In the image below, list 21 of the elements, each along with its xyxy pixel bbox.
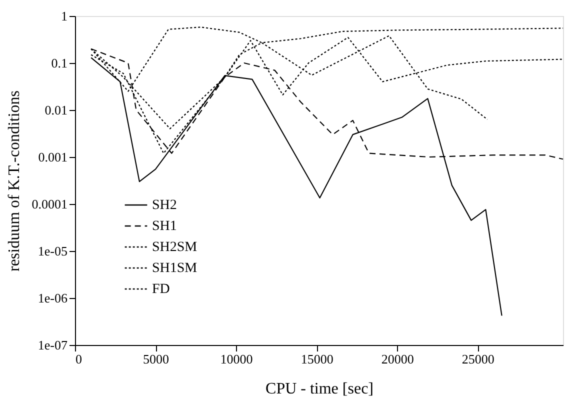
x-tick-label: 15000 — [300, 352, 334, 366]
y-tick-label: 0.0001 — [32, 196, 68, 212]
y-tick-label: 0.01 — [44, 102, 68, 118]
x-tick-label: 5000 — [143, 352, 170, 366]
legend-label: SH2 — [152, 198, 177, 213]
y-tick-label: 0.001 — [38, 150, 68, 164]
y-tick-label: 1e-07 — [38, 338, 68, 352]
x-axis-title: CPU - time [sec] — [266, 380, 374, 398]
x-tick-label: 20000 — [381, 352, 414, 366]
y-tick-label: 0.1 — [51, 56, 68, 70]
legend-label: FD — [152, 282, 170, 297]
y-tick-label: 1e-05 — [38, 244, 68, 258]
legend-label: SH1SM — [152, 261, 198, 276]
legend-label: SH1 — [152, 219, 177, 234]
x-tick-label: 10000 — [220, 352, 253, 366]
legend-label: SH2SM — [152, 240, 198, 255]
y-axis-title: residuum of K.T.-conditions — [6, 90, 23, 272]
x-tick-label: 25000 — [462, 352, 494, 366]
y-tick-label: 1e-06 — [38, 290, 68, 306]
y-tick-label: 1 — [61, 8, 68, 24]
x-tick-label: 0 — [76, 352, 82, 366]
